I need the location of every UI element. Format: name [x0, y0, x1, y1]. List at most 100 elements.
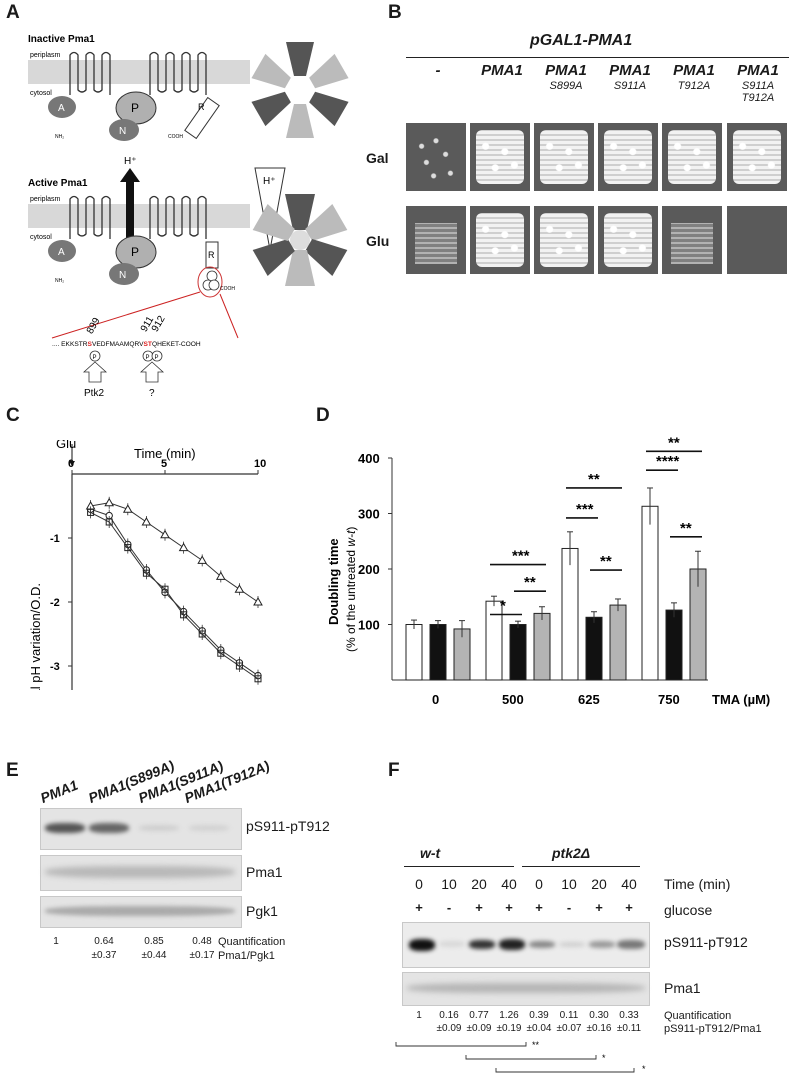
quant-sd-f-2: ±0.09 [436, 1023, 462, 1034]
quant-sd-f-3: ±0.09 [466, 1023, 492, 1034]
domain-r-inactive [184, 96, 220, 140]
quant-label-f: Quantification [664, 1010, 732, 1022]
blot-label-pma1-e: Pma1 [246, 864, 283, 880]
time-f-5: 0 [535, 876, 543, 892]
quant-e-2: 0.64 [94, 936, 114, 947]
band [45, 866, 235, 878]
y-axis-label: Doubling time [326, 538, 341, 625]
y-tick-label: 400 [358, 451, 380, 466]
membrane-active [28, 204, 250, 228]
quant-sd-f-4: ±0.19 [496, 1023, 522, 1034]
sig-brackets-f: ** * * [395, 1040, 646, 1073]
group-ptk2: ptk2Δ [552, 845, 591, 861]
sig-label-2: ** [524, 574, 536, 591]
band [189, 825, 229, 831]
bar-1-750 [641, 505, 659, 681]
quant-sd-f-5: ±0.04 [526, 1023, 552, 1034]
category-label-500: 500 [502, 692, 524, 707]
arrow-ptk2 [82, 361, 108, 383]
svg-text:P: P [131, 245, 139, 259]
point-s899a [235, 662, 243, 670]
group-rule-wt [404, 866, 514, 867]
glucose-f-1: + [415, 900, 423, 915]
plate-gal-1 [406, 123, 466, 191]
glucose-f-5: + [535, 900, 543, 915]
periplasm-label-2: periplasm [30, 196, 61, 203]
band [89, 823, 129, 833]
x-unit-label: TMA (µM) [712, 692, 770, 707]
blot-e-pgk1 [40, 896, 242, 928]
column-sub-6b: T912A [741, 92, 775, 104]
quant-e-3: 0.85 [144, 936, 164, 947]
point-s899a [105, 518, 113, 526]
plate-gal-2 [470, 123, 530, 191]
quant-f-3: 0.77 [469, 1010, 489, 1021]
column-header-6: PMA1 [737, 62, 779, 79]
active-title: Active Pma1 [28, 178, 88, 189]
time-f-4: 40 [501, 876, 517, 892]
sig-label-4: ** [588, 471, 600, 488]
panel-b-label: B [388, 2, 402, 23]
quant-f-5: 0.39 [529, 1010, 549, 1021]
band [45, 906, 235, 916]
plate-glu-1 [406, 206, 466, 274]
quant-f-1: 1 [416, 1010, 422, 1021]
plate-glu-3 [534, 206, 594, 274]
band [617, 940, 645, 949]
series-line-3 [90, 511, 259, 680]
cytosol-label-1: cytosol [30, 90, 52, 97]
quant-sd-e-3: ±0.44 [141, 950, 167, 961]
proton-arrow [120, 168, 140, 250]
x-axis-label: Time (min) [134, 446, 196, 461]
glucose-f-4: + [505, 900, 513, 915]
svg-text:R: R [208, 250, 215, 260]
band [499, 939, 525, 950]
point-ptk2 [215, 571, 226, 580]
series-line-1 [90, 508, 259, 677]
svg-text:N: N [119, 126, 126, 137]
column-header-1: - [435, 62, 441, 79]
panel-b-columns: - PMA1 PMA1 S899A PMA1 S911A PMA1 T912A PMA1 S911… [406, 62, 790, 122]
plate-glu-5 [662, 206, 722, 274]
time-f-7: 20 [591, 876, 607, 892]
point-s899a [217, 649, 225, 657]
y-tick-label: 200 [358, 562, 380, 577]
column-sub-5: T912A [677, 80, 711, 92]
y-tick-label: -1 [50, 533, 60, 545]
plate-gal-4 [598, 123, 658, 191]
glucose-f-7: + [595, 900, 603, 915]
point-s899a [87, 508, 95, 516]
blot-label-ps911-e: pS911-pT912 [246, 818, 330, 834]
chart-d: 100 200 300 400 Doubling time (% of the untre… [326, 434, 770, 707]
point-ptk2 [104, 497, 115, 507]
quant-e-4: 0.48 [192, 936, 212, 947]
sig-f-2: * [602, 1053, 606, 1063]
bar-2-625 [585, 616, 603, 681]
band [409, 939, 435, 951]
blot-e-pma1 [40, 855, 242, 891]
band [439, 941, 465, 947]
x-tick-label: 5 [161, 458, 167, 470]
svg-text:H⁺: H⁺ [263, 176, 276, 187]
blot-f-ps911 [402, 922, 650, 968]
quant-label-e: Quantification [218, 936, 286, 948]
glu-label: Glu [56, 440, 76, 451]
inactive-title: Inactive Pma1 [28, 34, 95, 45]
sig-label-1: *** [512, 548, 530, 565]
time-f-1: 0 [415, 876, 423, 892]
y-axis-label: External pH variation/O.D. [28, 583, 43, 690]
blot-label-pma1-f: Pma1 [664, 980, 701, 996]
kinase-unknown: ? [149, 388, 155, 399]
bar-2-0 [429, 624, 447, 681]
sig-label-6: *** [576, 501, 594, 518]
quant-e-1: 1 [53, 936, 59, 947]
membrane-inactive [28, 60, 250, 84]
column-header-4: PMA1 [609, 62, 651, 79]
quant-sd-f-7: ±0.16 [586, 1023, 612, 1034]
panel-c-label: C [6, 405, 20, 426]
glu-arrowhead [69, 461, 75, 466]
bar-2-750 [665, 609, 683, 681]
y-axis-label-2: (% of the untreated w-t) [344, 527, 358, 652]
quant-sd-f-8: ±0.11 [616, 1023, 642, 1034]
